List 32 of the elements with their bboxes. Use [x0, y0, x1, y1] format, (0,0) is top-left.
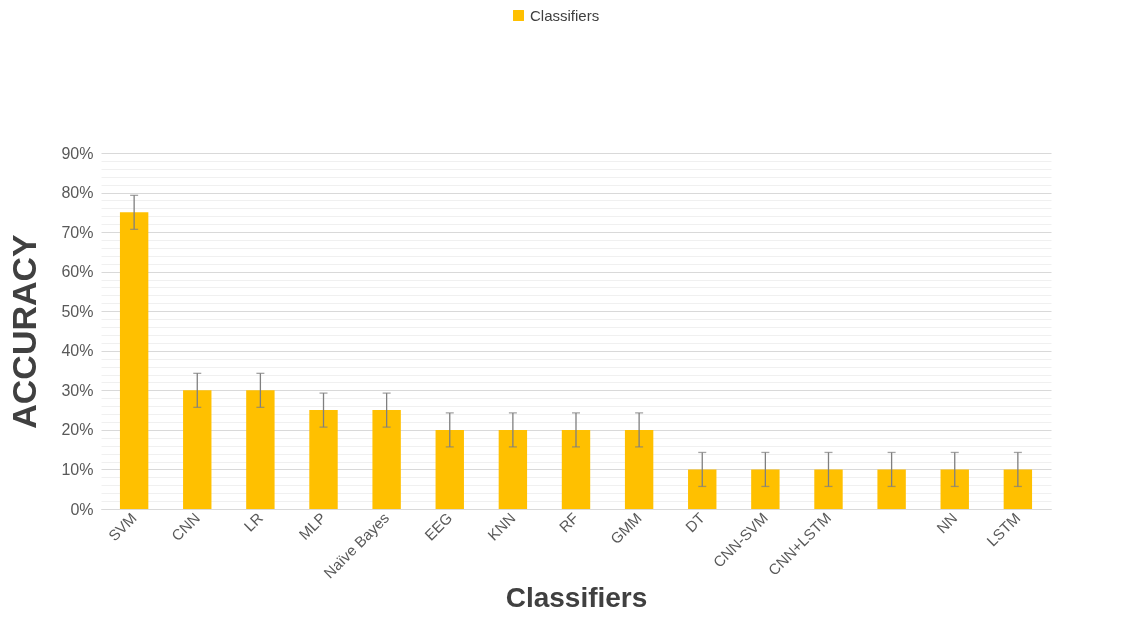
bar — [1003, 469, 1033, 509]
y-tick-label: 60% — [61, 263, 94, 281]
y-tick-label: 10% — [61, 460, 94, 478]
y-tick-label: 80% — [61, 184, 94, 202]
y-tick-label: 0% — [70, 500, 94, 518]
bar — [688, 469, 717, 509]
legend-label: Classifiers — [530, 6, 600, 24]
bar — [183, 390, 212, 509]
y-axis-title: ACCURACY — [5, 233, 44, 429]
y-tick-label: 70% — [61, 223, 94, 241]
y-tick-label: 30% — [61, 381, 94, 399]
bar — [498, 429, 528, 509]
bar — [372, 410, 401, 509]
bar — [940, 469, 969, 509]
x-tick-label: RF — [555, 509, 582, 536]
x-tick-label: LR — [240, 509, 267, 535]
bar — [246, 390, 275, 509]
y-tick-label: 90% — [61, 144, 94, 162]
x-tick-label: DT — [681, 509, 708, 536]
y-tick-label: 50% — [61, 302, 94, 320]
bar — [309, 410, 338, 509]
bar — [624, 429, 654, 509]
x-tick-label: NN — [933, 509, 961, 537]
bar — [751, 469, 780, 509]
x-axis-title: Classifiers — [505, 582, 648, 614]
bar — [435, 429, 464, 509]
y-tick-label: 20% — [61, 421, 94, 439]
bar — [814, 469, 843, 509]
bar — [561, 429, 591, 509]
bar — [119, 212, 149, 509]
y-tick-label: 40% — [61, 342, 94, 360]
bar — [877, 469, 906, 509]
